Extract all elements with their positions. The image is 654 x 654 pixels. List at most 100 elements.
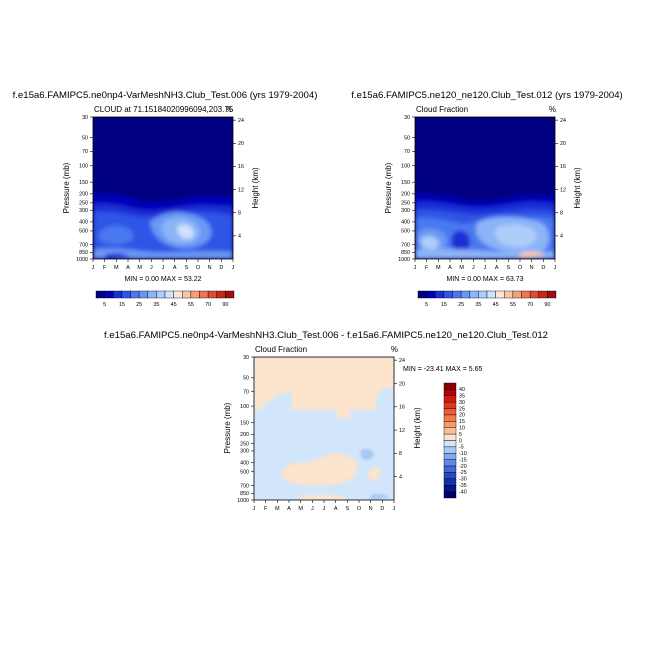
colorbar-swatch	[199, 290, 209, 299]
colorbar-label: 55	[510, 302, 516, 308]
colorbar-swatch	[443, 382, 457, 390]
y-tick-label: 250	[401, 201, 410, 207]
colorbar-swatch	[147, 290, 157, 299]
colorbar-swatch	[469, 290, 479, 299]
y2-tick-label: 4	[399, 474, 402, 480]
colorbar-label: -40	[459, 489, 467, 495]
colorbar-swatch	[443, 491, 457, 499]
colorbar-swatch	[182, 290, 192, 299]
y2-tick-label: 16	[238, 164, 244, 170]
colorbar-swatch	[443, 478, 457, 486]
panel-3-subtitle-right: %	[391, 345, 398, 354]
panel-2: f.e15a6.FAMIPC5.ne120_ne120.Club_Test.01…	[351, 90, 622, 308]
colorbar-swatch	[443, 427, 457, 435]
colorbar-swatch	[443, 465, 457, 473]
colorbar-label: 20	[459, 413, 465, 419]
x-tick-label: M	[275, 506, 280, 512]
colorbar-swatch	[104, 290, 114, 299]
y-tick-label: 50	[243, 376, 249, 382]
x-tick-label: M	[114, 265, 119, 271]
panel-2-contour-field	[415, 117, 555, 259]
x-tick-label: N	[208, 265, 212, 271]
y-tick-label: 100	[79, 164, 88, 170]
colorbar-label: 5	[103, 302, 106, 308]
colorbar-swatch	[164, 290, 174, 299]
y-tick-label: 70	[82, 149, 88, 155]
x-tick-label: J	[311, 506, 314, 512]
y2-tick-label: 12	[560, 187, 566, 193]
colorbar-label: -30	[459, 477, 467, 483]
y-tick-label: 30	[82, 115, 88, 121]
panel-2-title: f.e15a6.FAMIPC5.ne120_ne120.Club_Test.01…	[351, 90, 622, 101]
x-tick-label: A	[287, 506, 291, 512]
x-tick-label: F	[264, 506, 268, 512]
colorbar-label: -20	[459, 464, 467, 470]
colorbar-label: 5	[425, 302, 428, 308]
y-tick-label: 30	[243, 355, 249, 361]
colorbar-swatch	[443, 485, 457, 492]
colorbar-label: 35	[475, 302, 481, 308]
colorbar-swatch	[521, 290, 531, 299]
colorbar-swatch	[443, 440, 457, 448]
y-tick-label: 700	[401, 242, 410, 248]
x-tick-label: J	[393, 506, 396, 512]
x-tick-label: J	[554, 265, 557, 271]
y-tick-label: 700	[240, 483, 249, 489]
x-tick-label: D	[541, 265, 545, 271]
y-tick-label: 400	[240, 460, 249, 466]
colorbar-swatch	[443, 433, 457, 441]
panel-1-colorbar: 5 15 25 35 45 55 70 90	[95, 290, 235, 308]
colorbar-swatch	[417, 290, 427, 299]
x-tick-label: N	[530, 265, 534, 271]
y-tick-label: 200	[401, 192, 410, 198]
colorbar-swatch	[529, 290, 539, 299]
x-tick-label: F	[103, 265, 107, 271]
panel-3-ylabel: Pressure (mb)	[223, 402, 232, 453]
x-tick-label: S	[506, 265, 510, 271]
colorbar-label: 25	[459, 406, 465, 412]
colorbar-swatch	[504, 290, 514, 299]
y-tick-label: 700	[79, 242, 88, 248]
colorbar-label: -25	[459, 470, 467, 476]
x-tick-label: M	[436, 265, 441, 271]
panel-3-stats: MIN = -23.41 MAX = 5.65	[403, 366, 482, 373]
colorbar-swatch	[452, 290, 462, 299]
colorbar-label: 40	[459, 387, 465, 393]
y-tick-label: 100	[240, 404, 249, 410]
colorbar-label: -10	[459, 451, 467, 457]
x-tick-label: F	[425, 265, 429, 271]
colorbar-swatch	[435, 290, 445, 299]
y2-tick-label: 4	[238, 234, 241, 240]
y2-tick-label: 12	[399, 428, 405, 434]
colorbar-swatch	[190, 290, 200, 299]
colorbar-swatch	[216, 290, 226, 299]
y2-tick-label: 8	[399, 451, 402, 457]
x-tick-label: N	[369, 506, 373, 512]
colorbar-swatch	[538, 290, 548, 299]
colorbar-swatch	[443, 395, 457, 403]
x-tick-label: J	[253, 506, 256, 512]
colorbar-label: 90	[222, 302, 228, 308]
colorbar-label: 15	[459, 419, 465, 425]
x-tick-label: J	[150, 265, 153, 271]
colorbar-swatch	[512, 290, 522, 299]
x-tick-label: A	[126, 265, 130, 271]
x-tick-label: D	[219, 265, 223, 271]
colorbar-label: 45	[171, 302, 177, 308]
y2-tick-label: 20	[238, 141, 244, 147]
colorbar-label: 90	[544, 302, 550, 308]
colorbar-swatch	[443, 446, 457, 454]
colorbar-swatch	[443, 414, 457, 422]
colorbar-label: 45	[493, 302, 499, 308]
panel-3-subtitle-left: Cloud Fraction	[255, 345, 307, 354]
colorbar-label: 15	[119, 302, 125, 308]
y-tick-label: 1000	[237, 498, 249, 504]
colorbar-label: -5	[459, 445, 464, 451]
colorbar-label: 35	[459, 394, 465, 400]
y2-tick-label: 4	[560, 234, 563, 240]
colorbar-swatch	[207, 290, 217, 299]
x-tick-label: S	[184, 265, 188, 271]
x-tick-label: J	[162, 265, 165, 271]
